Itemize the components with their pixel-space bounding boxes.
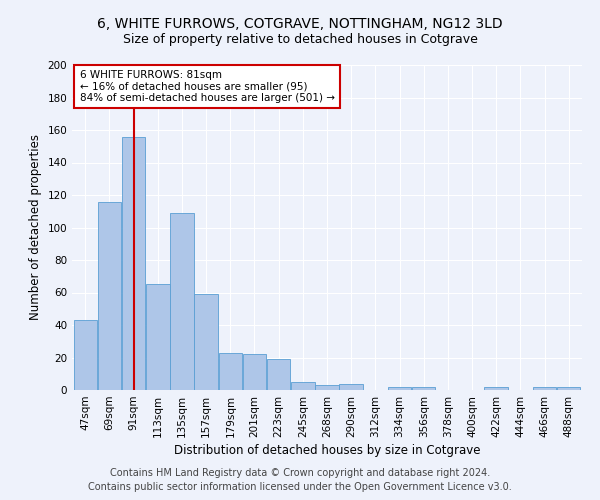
Bar (98, 202, 121, 390)
Bar (291, 382, 314, 390)
Text: Size of property relative to detached houses in Cotgrave: Size of property relative to detached ho… (122, 32, 478, 46)
Bar (557, 387, 580, 390)
Bar (484, 387, 508, 390)
X-axis label: Distribution of detached houses by size in Cotgrave: Distribution of detached houses by size … (174, 444, 480, 457)
Bar (388, 387, 411, 390)
Text: Contains HM Land Registry data © Crown copyright and database right 2024.
Contai: Contains HM Land Registry data © Crown c… (88, 468, 512, 492)
Bar (267, 359, 290, 390)
Bar (412, 387, 436, 390)
Text: 6 WHITE FURROWS: 81sqm
← 16% of detached houses are smaller (95)
84% of semi-det: 6 WHITE FURROWS: 81sqm ← 16% of detached… (80, 70, 335, 103)
Bar (218, 352, 242, 390)
Bar (340, 384, 363, 390)
Bar (146, 284, 170, 390)
Bar (243, 354, 266, 390)
Text: 6, WHITE FURROWS, COTGRAVE, NOTTINGHAM, NG12 3LD: 6, WHITE FURROWS, COTGRAVE, NOTTINGHAM, … (97, 18, 503, 32)
Y-axis label: Number of detached properties: Number of detached properties (29, 134, 42, 320)
Bar (170, 213, 194, 390)
Bar (74, 320, 97, 390)
Bar (533, 387, 556, 390)
Bar (122, 136, 145, 390)
Bar (194, 294, 218, 390)
Bar (315, 385, 339, 390)
